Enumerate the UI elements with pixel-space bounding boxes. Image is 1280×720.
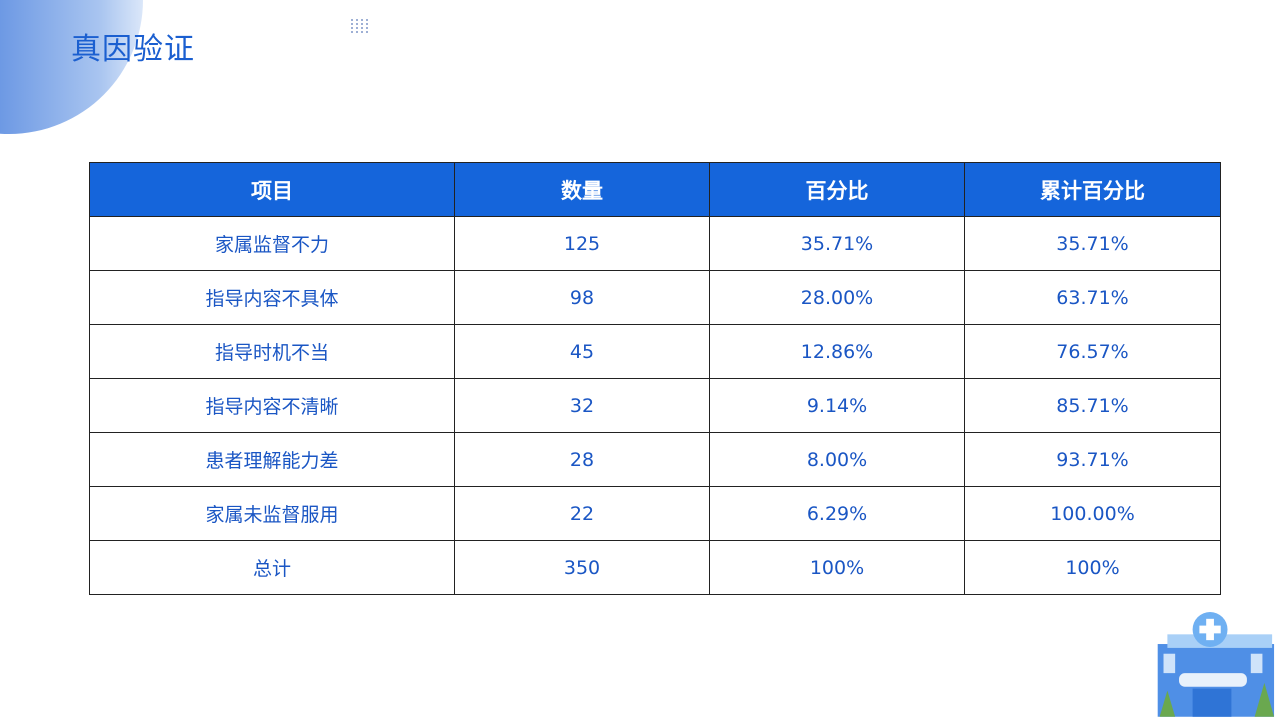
cell-item: 患者理解能力差 xyxy=(89,432,455,487)
table-row: 家属监督不力 125 35.71% 35.71% xyxy=(89,216,1221,271)
header-item: 项目 xyxy=(89,162,455,217)
cell-count: 28 xyxy=(454,432,710,487)
page-title: 真因验证 xyxy=(71,32,195,67)
header-count: 数量 xyxy=(454,162,710,217)
dot-grid-decoration xyxy=(351,19,369,33)
table-row: 患者理解能力差 28 8.00% 93.71% xyxy=(89,432,1221,487)
cell-count: 98 xyxy=(454,270,710,325)
cell-cumulative: 35.71% xyxy=(964,216,1221,271)
cell-item: 指导内容不清晰 xyxy=(89,378,455,433)
table-row: 指导内容不具体 98 28.00% 63.71% xyxy=(89,270,1221,325)
cell-item: 指导内容不具体 xyxy=(89,270,455,325)
total-row: 总计 350 100% 100% xyxy=(89,540,1221,595)
cell-item: 指导时机不当 xyxy=(89,324,455,379)
cell-percent: 6.29% xyxy=(709,486,965,541)
table-header-row: 项目 数量 百分比 累计百分比 xyxy=(89,162,1221,217)
cell-cumulative: 76.57% xyxy=(964,324,1221,379)
cell-percent: 28.00% xyxy=(709,270,965,325)
cell-item: 总计 xyxy=(89,540,455,595)
header-percent: 百分比 xyxy=(709,162,965,217)
hospital-illustration xyxy=(1157,612,1275,717)
table-row: 指导时机不当 45 12.86% 76.57% xyxy=(89,324,1221,379)
cell-cumulative: 93.71% xyxy=(964,432,1221,487)
cell-count: 22 xyxy=(454,486,710,541)
header-cumulative: 累计百分比 xyxy=(964,162,1221,217)
cell-count: 45 xyxy=(454,324,710,379)
cell-item: 家属监督不力 xyxy=(89,216,455,271)
cell-cumulative: 100.00% xyxy=(964,486,1221,541)
root-cause-table: 项目 数量 百分比 累计百分比 家属监督不力 125 35.71% 35.71% 指导内… xyxy=(89,162,1221,595)
cell-percent: 100% xyxy=(709,540,965,595)
cell-percent: 9.14% xyxy=(709,378,965,433)
cell-cumulative: 85.71% xyxy=(964,378,1221,433)
cell-percent: 35.71% xyxy=(709,216,965,271)
cell-percent: 8.00% xyxy=(709,432,965,487)
cell-count: 125 xyxy=(454,216,710,271)
cell-percent: 12.86% xyxy=(709,324,965,379)
table-row: 指导内容不清晰 32 9.14% 85.71% xyxy=(89,378,1221,433)
table-row: 家属未监督服用 22 6.29% 100.00% xyxy=(89,486,1221,541)
cell-cumulative: 100% xyxy=(964,540,1221,595)
cell-count: 350 xyxy=(454,540,710,595)
cell-cumulative: 63.71% xyxy=(964,270,1221,325)
cell-item: 家属未监督服用 xyxy=(89,486,455,541)
cell-count: 32 xyxy=(454,378,710,433)
